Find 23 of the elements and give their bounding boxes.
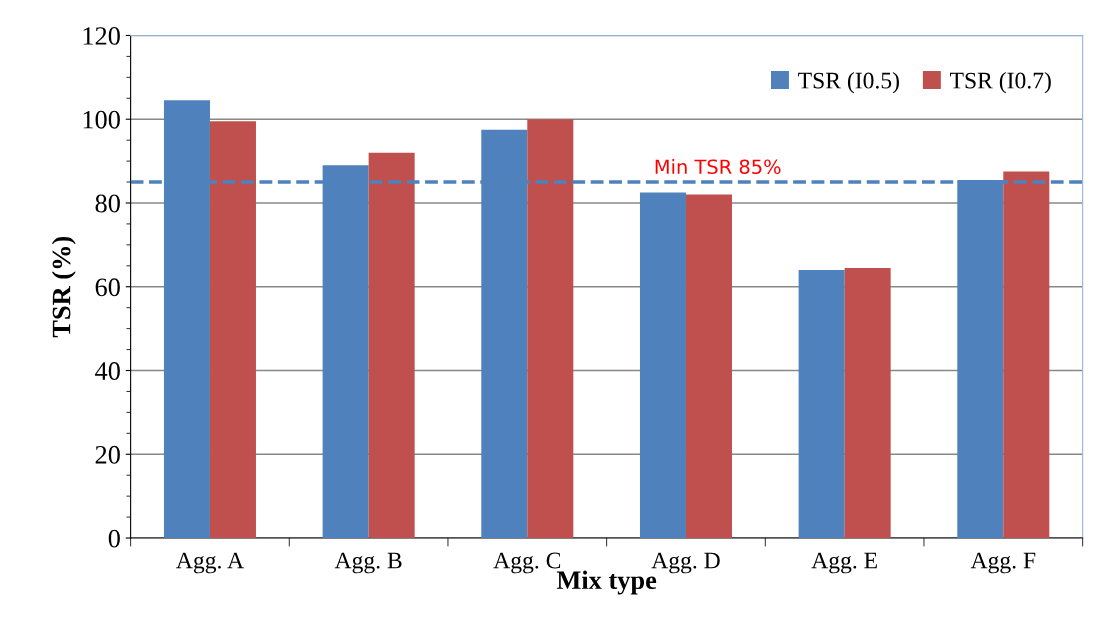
- y-tick-label: 40: [95, 362, 120, 380]
- y-tick-label: 100: [83, 110, 120, 129]
- bar: [798, 269, 845, 539]
- y-tick-label: 20: [95, 445, 120, 464]
- ref-line-label: Min TSR 85%: [655, 159, 781, 175]
- bar: [209, 121, 256, 539]
- x-tick-label: Agg. B: [334, 552, 402, 574]
- y-axis-title: TSR (%): [51, 236, 76, 338]
- bar: [368, 152, 415, 539]
- x-tick-label: Agg. F: [970, 552, 1036, 574]
- bar: [685, 194, 732, 539]
- y-tick-label: 0: [108, 529, 120, 548]
- bar: [844, 267, 891, 539]
- bar: [639, 192, 686, 539]
- x-tick-label: Agg. E: [811, 552, 877, 574]
- legend-label: TSR (I0.7): [950, 71, 1051, 94]
- y-tick-label: 60: [95, 278, 120, 297]
- bar: [527, 119, 574, 539]
- x-tick-label: Agg. A: [176, 552, 244, 574]
- y-tick-label: 120: [83, 27, 120, 45]
- bar: [1003, 171, 1050, 539]
- y-tick-label: 80: [95, 194, 120, 213]
- legend-label: TSR (I0.5): [798, 71, 899, 94]
